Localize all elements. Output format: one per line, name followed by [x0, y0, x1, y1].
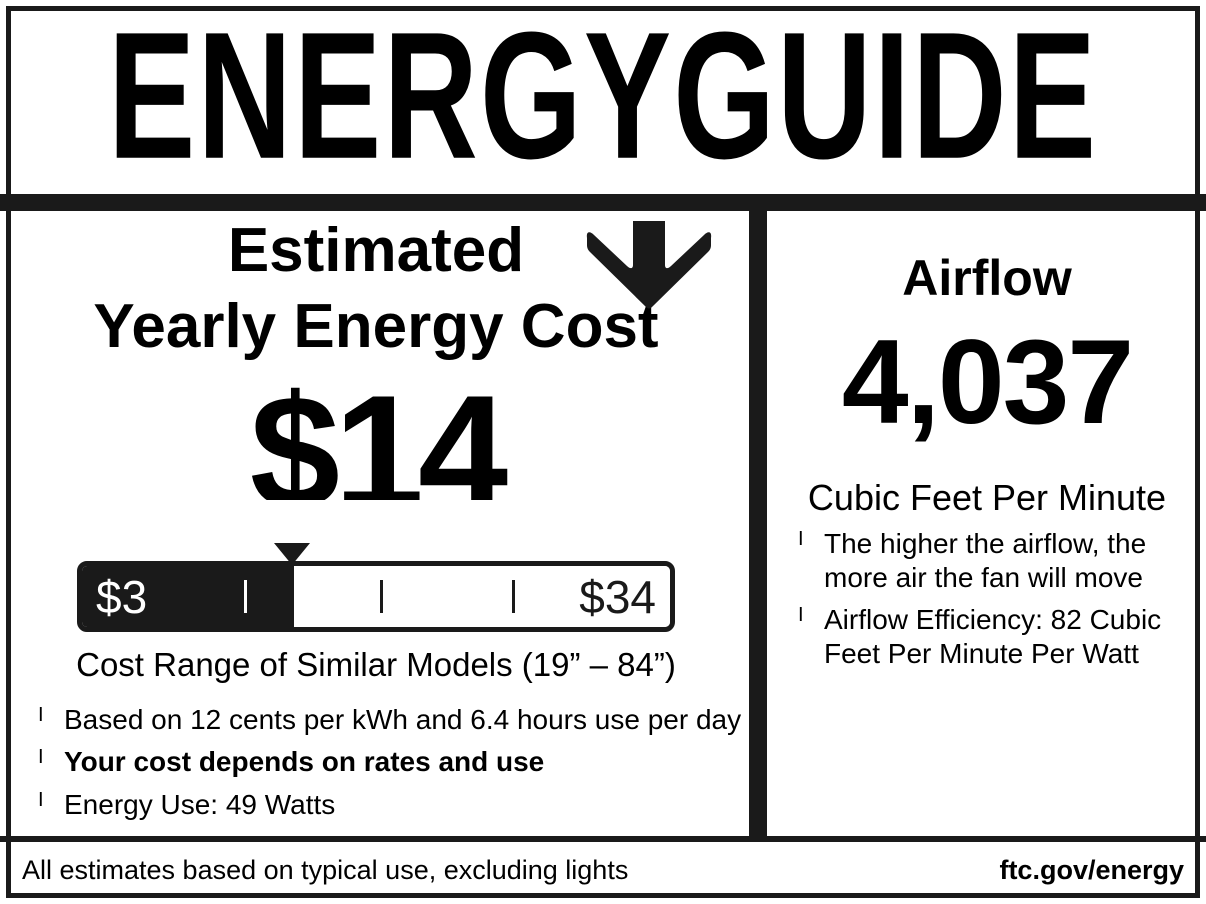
svg-text:ENERGYGUIDE: ENERGYGUIDE	[108, 15, 1098, 180]
